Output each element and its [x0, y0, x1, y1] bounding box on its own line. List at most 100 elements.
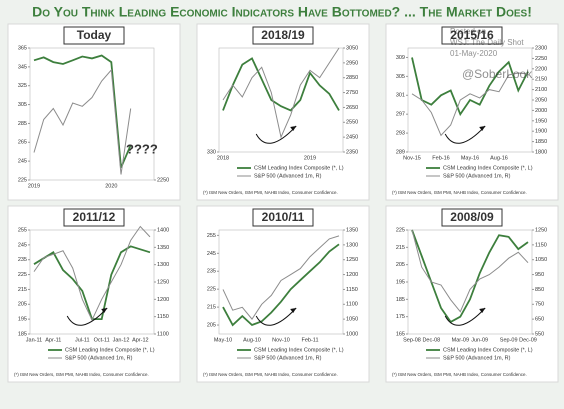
y-tick-label: 345	[18, 64, 27, 70]
arrow-head	[101, 308, 108, 313]
y-tick-label: 205	[18, 302, 27, 308]
chart-title-box	[441, 26, 503, 45]
y-tick-label: 245	[18, 242, 27, 248]
series-line	[33, 225, 151, 322]
x-tick-label: Apr-12	[132, 337, 149, 343]
y-tick-label: 289	[396, 149, 405, 155]
bottom-arrow	[66, 307, 108, 326]
y-tick-label: 285	[18, 121, 27, 127]
bottom-arrow	[444, 307, 486, 326]
y-tick-label: 245	[18, 159, 27, 165]
y2-tick-label: 2100	[535, 87, 547, 93]
y2-tick-label: 2750	[346, 90, 358, 96]
legend-label: CSM Leading Index Composite (*, L)	[443, 165, 533, 171]
chart-panel: 2015/16 289 293 297 301 305 309 1800 1850 1900 195…	[385, 23, 559, 201]
y2-tick-label: 1850	[535, 139, 547, 145]
chart-panel: 2011/12 185 195 205 215 225 235 245 255 1100 1150 1…	[7, 205, 181, 383]
arrow-head	[479, 126, 486, 131]
series-line	[222, 57, 340, 112]
y2-tick-label: 1100	[346, 302, 358, 308]
y2-tick-label: 2350	[346, 149, 358, 155]
y2-tick-label: 1200	[157, 297, 169, 303]
arrow-head	[290, 308, 297, 313]
y2-tick-label: 1150	[535, 242, 547, 248]
series-line	[411, 57, 529, 117]
chart-panel: Today 225 245 265 285 305 325 345 365 2250 2019 202…	[7, 23, 181, 201]
y2-tick-label: 650	[535, 317, 544, 323]
series-line	[411, 229, 529, 313]
y-tick-label: 215	[18, 287, 27, 293]
y-tick-label: 365	[18, 45, 27, 51]
footnote: (*) ISM New Orders, ISM PMI, NAHB Index,…	[14, 372, 149, 377]
y-tick-label: 235	[207, 269, 216, 275]
y2-tick-label: 2000	[535, 108, 547, 114]
x-tick-label: Sep-08	[403, 337, 421, 343]
y2-tick-label: 2250	[535, 56, 547, 62]
x-tick-label: May-10	[214, 337, 232, 343]
legend-label: S&P 500 (Advanced 1m, R)	[65, 355, 133, 361]
series-line	[222, 47, 340, 139]
footnote: (*) ISM New Orders, ISM PMI, NAHB Index,…	[392, 372, 527, 377]
footnote: (*) ISM New Orders, ISM PMI, NAHB Index,…	[203, 190, 338, 195]
y2-tick-label: 2650	[346, 105, 358, 111]
y2-tick-label: 3050	[346, 45, 358, 51]
chart-title-box	[63, 208, 125, 227]
x-tick-label: Nov-15	[403, 155, 421, 161]
series-line	[411, 72, 529, 137]
arrow-head	[479, 308, 486, 313]
y2-tick-label: 1000	[346, 331, 358, 337]
y-tick-label: 255	[207, 233, 216, 239]
x-tick-label: Aug-16	[490, 155, 508, 161]
series-line	[222, 235, 340, 320]
y2-tick-label: 1800	[535, 149, 547, 155]
y-tick-label: 195	[18, 317, 27, 323]
y2-tick-label: 1250	[157, 279, 169, 285]
y2-tick-label: 1300	[157, 262, 169, 268]
y-tick-label: 235	[18, 257, 27, 263]
y2-tick-label: 2450	[346, 135, 358, 141]
y-tick-label: 225	[396, 227, 405, 233]
series-line	[33, 68, 132, 175]
y-tick-label: 325	[18, 83, 27, 89]
x-tick-label: Jul-11	[75, 337, 90, 343]
watermark: 01-May-2020	[450, 49, 498, 58]
x-tick-label: Nov-10	[272, 337, 290, 343]
chart-title: 2015/16	[450, 28, 494, 42]
y2-tick-label: 1350	[346, 227, 358, 233]
y-tick-label: 215	[396, 245, 405, 251]
series-line	[222, 243, 340, 327]
y2-tick-label: 2150	[535, 77, 547, 83]
x-tick-label: Jun-09	[471, 337, 488, 343]
y2-tick-label: 2950	[346, 60, 358, 66]
panel-card	[7, 205, 181, 383]
y2-tick-label: 1050	[346, 317, 358, 323]
chart-title-box	[252, 208, 314, 227]
x-tick-label: Dec-09	[519, 337, 537, 343]
y2-tick-label: 2550	[346, 120, 358, 126]
y-tick-label: 330	[207, 149, 216, 155]
y2-tick-label: 1100	[157, 331, 169, 337]
y-tick-label: 175	[396, 314, 405, 320]
y-tick-label: 205	[396, 262, 405, 268]
legend-label: S&P 500 (Advanced 1m, R)	[443, 355, 511, 361]
x-tick-label: Aug-10	[243, 337, 261, 343]
y-tick-label: 305	[18, 102, 27, 108]
chart-title-box	[63, 26, 125, 45]
y2-tick-label: 1900	[535, 129, 547, 135]
y-tick-label: 225	[207, 287, 216, 293]
legend-label: CSM Leading Index Composite (*, L)	[254, 347, 344, 353]
chart-title-box	[441, 208, 503, 227]
annotation: ????	[126, 141, 158, 156]
y2-tick-label: 2250	[157, 177, 169, 183]
y-tick-label: 265	[18, 140, 27, 146]
y-tick-label: 309	[396, 55, 405, 61]
chart-title: 2018/19	[261, 28, 305, 42]
bottom-arrow	[255, 125, 297, 144]
y-tick-label: 255	[18, 227, 27, 233]
y2-tick-label: 1400	[157, 227, 169, 233]
x-tick-label: 2019	[304, 155, 316, 161]
page-title: Do You Think Leading Economic Indicators…	[32, 4, 532, 20]
watermark: Posted on	[450, 27, 486, 36]
